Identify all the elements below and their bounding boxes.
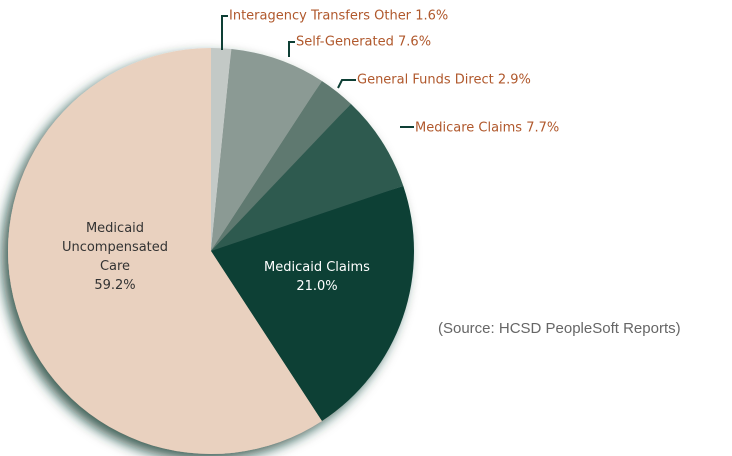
pie <box>8 48 415 454</box>
pie-slice <box>211 48 232 251</box>
pie-slice <box>211 103 404 251</box>
category-name: Medicaid Uncompensated Care <box>61 221 169 274</box>
value-label: 21.0% <box>296 279 338 294</box>
leader-line <box>288 41 295 57</box>
slice-label: Medicare Claims 7.7% <box>415 121 559 136</box>
category-name: Interagency Transfers Other <box>229 8 412 24</box>
value-label: 7.7% <box>526 120 560 136</box>
slice-label: Interagency Transfers Other 1.6% <box>229 9 448 24</box>
category-name: Medicaid Claims <box>264 260 370 275</box>
pie-slice <box>211 185 415 422</box>
slice-label: Medicaid Claims 21.0% <box>252 258 382 296</box>
leaders <box>221 15 414 128</box>
slice-label: General Funds Direct 2.9% <box>357 73 531 88</box>
pie-slice <box>211 49 322 251</box>
slice-label: Medicaid Uncompensated Care 59.2% <box>60 219 170 295</box>
category-name: Self-Generated <box>296 34 394 50</box>
pie-slice <box>211 80 351 251</box>
value-label: 2.9% <box>497 72 531 88</box>
leader-line <box>221 15 228 50</box>
value-label: 7.6% <box>398 34 432 50</box>
category-name: Medicare Claims <box>415 120 523 136</box>
slice-label: Self-Generated 7.6% <box>296 35 431 50</box>
value-label: 1.6% <box>415 8 449 24</box>
pie-slice <box>8 48 322 454</box>
value-label: 59.2% <box>94 278 136 293</box>
leader-line <box>337 79 356 89</box>
source-note: (Source: HCSD PeopleSoft Reports) <box>438 320 681 337</box>
category-name: General Funds Direct <box>357 72 494 88</box>
